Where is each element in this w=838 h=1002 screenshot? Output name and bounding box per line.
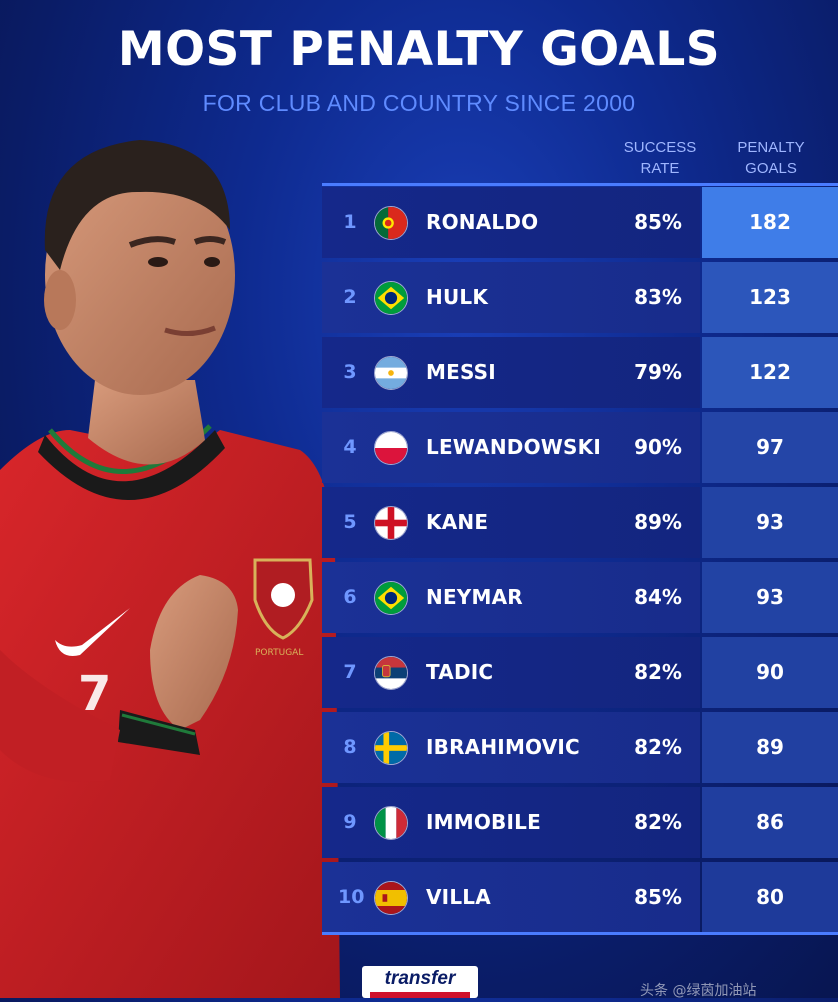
success-rate: 89%	[634, 510, 682, 534]
success-rate: 83%	[634, 285, 682, 309]
serbia-flag-icon	[374, 656, 408, 690]
success-rate-header-line1: SUCCESS	[623, 139, 697, 156]
row-main-cell: 10 VILLA 85%	[322, 862, 700, 933]
rank-number: 7	[343, 661, 357, 683]
row-main-cell: 9 IMMOBILE 82%	[322, 787, 700, 858]
penalty-goals-cell: 93	[702, 487, 838, 558]
penalty-goals: 93	[756, 510, 784, 534]
row-main-cell: 5 KANE 89%	[322, 487, 700, 558]
table-row: 2 HULK 83% 123	[322, 262, 838, 333]
penalty-goals-cell: 97	[702, 412, 838, 483]
table-row: 6 NEYMAR 84% 93	[322, 562, 838, 633]
penalty-goals-cell: 182	[702, 187, 838, 258]
player-name: MESSI	[426, 360, 496, 384]
table-row: 9 IMMOBILE 82% 86	[322, 787, 838, 858]
rank-number: 1	[343, 211, 357, 233]
watermark: 头条 @绿茵加油站	[640, 983, 757, 999]
penalty-goals-cell: 89	[702, 712, 838, 783]
svg-text:PORTUGAL: PORTUGAL	[255, 648, 303, 658]
penalty-goals-cell: 90	[702, 637, 838, 708]
page-subtitle: FOR CLUB AND COUNTRY SINCE 2000	[202, 90, 636, 116]
player-name: HULK	[426, 285, 489, 309]
table-row: 10 VILLA 85% 80	[322, 862, 838, 933]
poland-flag-icon	[374, 431, 408, 465]
penalty-goals-header: PENALTY GOALS	[716, 137, 826, 179]
logo-bar	[370, 992, 470, 998]
table-row: 4 LEWANDOWSKI 90% 97	[322, 412, 838, 483]
player-name: NEYMAR	[426, 585, 523, 609]
success-rate: 84%	[634, 585, 682, 609]
success-rate-header: SUCCESS RATE	[605, 137, 715, 179]
sweden-flag-icon	[374, 731, 408, 765]
penalty-goals-cell: 86	[702, 787, 838, 858]
player-name: TADIC	[426, 660, 494, 684]
penalty-goals: 123	[749, 285, 791, 309]
portugal-flag-icon	[374, 206, 408, 240]
row-main-cell: 7 TADIC 82%	[322, 637, 700, 708]
penalty-goals-header-line2: GOALS	[745, 160, 797, 177]
table-row: 7 TADIC 82% 90	[322, 637, 838, 708]
brazil-flag-icon	[374, 581, 408, 615]
penalty-goals-cell: 123	[702, 262, 838, 333]
rank-number: 3	[343, 361, 357, 383]
success-rate: 79%	[634, 360, 682, 384]
rank-number: 5	[343, 511, 357, 533]
player-name: IBRAHIMOVIC	[426, 735, 580, 759]
success-rate: 85%	[634, 210, 682, 234]
penalty-goals: 97	[756, 435, 784, 459]
table-bottom-line	[322, 932, 838, 935]
success-rate: 82%	[634, 660, 682, 684]
player-name: KANE	[426, 510, 489, 534]
ranking-table: 1 RONALDO 85% 182 2 HULK 83% 123 3 MESSI 79% 122 4 LE…	[322, 183, 838, 935]
penalty-goals-cell: 80	[702, 862, 838, 933]
row-main-cell: 1 RONALDO 85%	[322, 187, 700, 258]
rank-number: 10	[338, 886, 365, 908]
table-row: 8 IBRAHIMOVIC 82% 89	[322, 712, 838, 783]
table-row: 5 KANE 89% 93	[322, 487, 838, 558]
player-name: IMMOBILE	[426, 810, 541, 834]
penalty-goals: 90	[756, 660, 784, 684]
table-top-line	[322, 183, 838, 186]
table-row: 3 MESSI 79% 122	[322, 337, 838, 408]
row-main-cell: 3 MESSI 79%	[322, 337, 700, 408]
penalty-goals: 86	[756, 810, 784, 834]
player-name: RONALDO	[426, 210, 539, 234]
penalty-goals-cell: 93	[702, 562, 838, 633]
player-name: VILLA	[426, 885, 491, 909]
row-main-cell: 8 IBRAHIMOVIC 82%	[322, 712, 700, 783]
success-rate: 82%	[634, 735, 682, 759]
success-rate-header-line2: RATE	[640, 160, 680, 177]
brazil-flag-icon	[374, 281, 408, 315]
success-rate: 90%	[634, 435, 682, 459]
rank-number: 9	[343, 811, 357, 833]
row-main-cell: 6 NEYMAR 84%	[322, 562, 700, 633]
penalty-goals: 93	[756, 585, 784, 609]
player-photo: PORTUGAL 7	[0, 130, 340, 998]
row-main-cell: 4 LEWANDOWSKI 90%	[322, 412, 700, 483]
rank-number: 2	[343, 286, 357, 308]
spain-flag-icon	[374, 881, 408, 915]
table-row: 1 RONALDO 85% 182	[322, 187, 838, 258]
rank-number: 6	[343, 586, 357, 608]
penalty-goals: 89	[756, 735, 784, 759]
italy-flag-icon	[374, 806, 408, 840]
penalty-goals-header-line1: PENALTY	[737, 139, 805, 156]
logo-text: transfer	[384, 968, 456, 989]
rank-number: 8	[343, 736, 357, 758]
row-main-cell: 2 HULK 83%	[322, 262, 700, 333]
player-name: LEWANDOWSKI	[426, 435, 601, 459]
success-rate: 85%	[634, 885, 682, 909]
rank-number: 4	[343, 436, 357, 458]
penalty-goals: 182	[749, 210, 791, 234]
success-rate: 82%	[634, 810, 682, 834]
argentina-flag-icon	[374, 356, 408, 390]
penalty-goals: 80	[756, 885, 784, 909]
page-title: MOST PENALTY GOALS	[117, 22, 721, 77]
transfermarkt-logo: transfer	[362, 966, 478, 998]
england-flag-icon	[374, 506, 408, 540]
penalty-goals-cell: 122	[702, 337, 838, 408]
penalty-goals: 122	[749, 360, 791, 384]
